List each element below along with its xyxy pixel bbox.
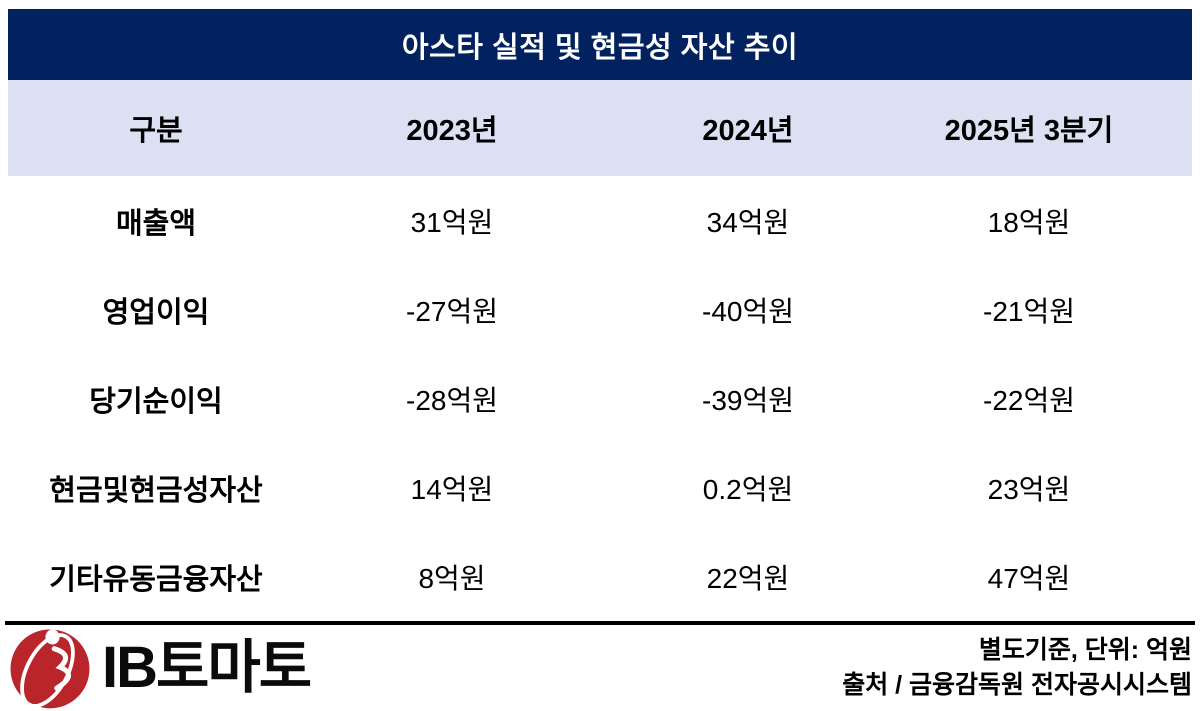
cell-value: -22억원	[983, 384, 1075, 416]
tomato-logo-icon	[10, 629, 90, 709]
cell-value: -21억원	[983, 295, 1075, 327]
cell-value: -28억원	[406, 384, 498, 416]
cell-value: 34억원	[706, 206, 790, 238]
footer-note-source: 출처 / 금융감독원 전자공시시스템	[842, 671, 1192, 699]
table-row-operating-profit: 영업이익 -27억원 -40억원 -21억원	[8, 265, 1192, 354]
row-label: 영업이익	[102, 296, 210, 329]
table-title-bar: 아스타 실적 및 현금성 자산 추이	[8, 9, 1192, 80]
cell-value: 0.2억원	[702, 473, 794, 505]
cell-value: 22억원	[706, 562, 790, 594]
row-label: 매출액	[115, 207, 197, 240]
footer-note-basis: 별도기준, 단위: 억원	[978, 636, 1192, 664]
table-row-revenue: 매출액 31억원 34억원 18억원	[8, 176, 1192, 265]
table-row-net-income: 당기순이익 -28억원 -39억원 -22억원	[8, 354, 1192, 443]
column-header-2025q3: 2025년 3분기	[944, 115, 1114, 147]
table-row-cash-equivalents: 현금및현금성자산 14억원 0.2억원 23억원	[8, 443, 1192, 532]
table-title: 아스타 실적 및 현금성 자산 추이	[401, 31, 799, 64]
row-label: 현금및현금성자산	[49, 474, 263, 507]
cell-value: 47억원	[987, 562, 1071, 594]
row-label: 당기순이익	[89, 385, 223, 418]
column-header-2024: 2024년	[702, 115, 794, 147]
cell-value: 31억원	[410, 206, 494, 238]
cell-value: -27억원	[406, 295, 498, 327]
footer-divider	[5, 621, 1195, 625]
financial-table: 아스타 실적 및 현금성 자산 추이 구분 2023년 2024년 2025년 …	[8, 9, 1192, 621]
cell-value: -39억원	[702, 384, 794, 416]
footer: IB토마토 별도기준, 단위: 억원 출처 / 금융감독원 전자공시시스템	[0, 625, 1200, 711]
row-label: 기타유동금융자산	[49, 563, 263, 596]
cell-value: 14억원	[410, 473, 494, 505]
footer-notes: 별도기준, 단위: 억원 출처 / 금융감독원 전자공시시스템	[842, 633, 1192, 703]
cell-value: 23억원	[987, 473, 1071, 505]
cell-value: 18억원	[987, 206, 1071, 238]
column-header-category: 구분	[129, 115, 183, 147]
cell-value: 8억원	[418, 562, 486, 594]
table-row-other-financial-assets: 기타유동금융자산 8억원 22억원 47억원	[8, 532, 1192, 621]
column-header-2023: 2023년	[406, 115, 498, 147]
logo-text: IB토마토	[102, 635, 312, 700]
table-header-row: 구분 2023년 2024년 2025년 3분기	[8, 80, 1192, 176]
ibtomato-logo: IB토마토	[8, 626, 312, 710]
cell-value: -40억원	[702, 295, 794, 327]
